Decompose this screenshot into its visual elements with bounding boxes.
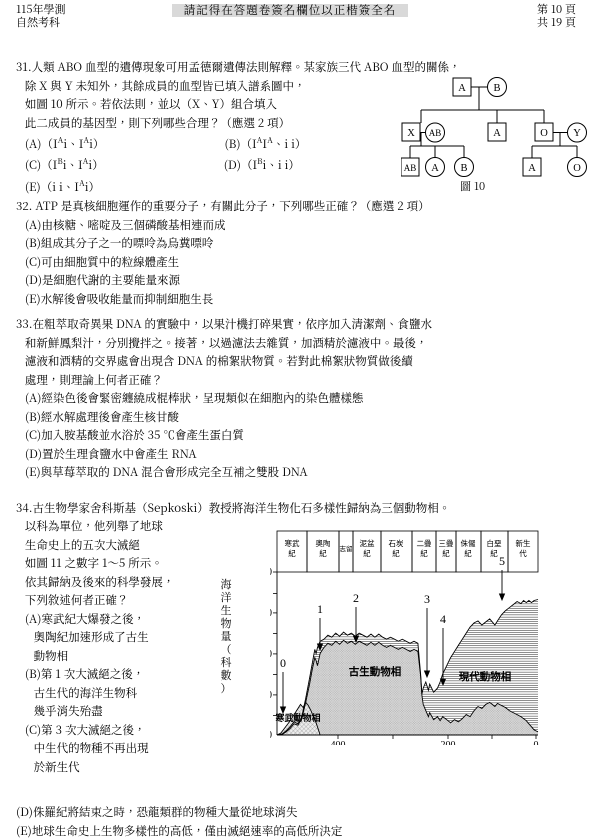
svg-text:B: B <box>493 83 500 94</box>
svg-text:古生動物相: 古生動物相 <box>349 665 402 678</box>
svg-text:200: 200 <box>441 740 456 745</box>
svg-text:紀: 紀 <box>288 548 296 558</box>
svg-text:A: A <box>431 163 439 174</box>
svg-text:0: 0 <box>280 656 286 670</box>
svg-text:三疊: 三疊 <box>439 539 454 548</box>
svg-text:0: 0 <box>534 740 539 745</box>
svg-text:代: 代 <box>519 548 527 558</box>
svg-text:400: 400 <box>331 740 346 745</box>
svg-text:石炭: 石炭 <box>389 539 404 548</box>
svg-text:新生: 新生 <box>516 538 531 548</box>
svg-text:A: A <box>528 163 536 174</box>
svg-text:AB: AB <box>429 128 442 138</box>
svg-text:二疊: 二疊 <box>417 539 432 548</box>
svg-text:2: 2 <box>353 591 359 605</box>
svg-text:B: B <box>460 163 467 174</box>
svg-text:侏儸: 侏儸 <box>461 538 476 548</box>
svg-text:紀: 紀 <box>490 548 498 558</box>
svg-text:紀: 紀 <box>442 548 450 558</box>
svg-text:泥盆: 泥盆 <box>360 538 375 548</box>
svg-text:400: 400 <box>270 649 272 660</box>
svg-text:紀: 紀 <box>319 548 327 558</box>
svg-text:A: A <box>458 83 466 94</box>
svg-text:4: 4 <box>440 612 446 626</box>
svg-text:紀: 紀 <box>420 548 428 558</box>
svg-text:現代動物相: 現代動物相 <box>459 670 512 683</box>
svg-text:3: 3 <box>424 592 430 606</box>
svg-text:800: 800 <box>270 567 272 578</box>
svg-text:1: 1 <box>317 602 323 616</box>
svg-text:A: A <box>493 128 501 139</box>
svg-text:白堊: 白堊 <box>487 538 502 548</box>
svg-text:X: X <box>407 128 415 139</box>
svg-text:5: 5 <box>499 554 505 568</box>
svg-text:寒武: 寒武 <box>285 538 300 548</box>
svg-text:志留: 志留 <box>340 544 353 553</box>
svg-text:O: O <box>573 163 581 174</box>
svg-text:奧陶: 奧陶 <box>316 538 331 548</box>
svg-text:600: 600 <box>270 608 272 619</box>
svg-text:紀: 紀 <box>464 548 472 558</box>
svg-text:O: O <box>540 128 548 139</box>
svg-text:紀: 紀 <box>363 548 371 558</box>
svg-text:紀: 紀 <box>392 548 400 558</box>
svg-text:AB: AB <box>404 163 417 173</box>
svg-text:0: 0 <box>270 730 272 741</box>
svg-text:Y: Y <box>573 128 581 139</box>
svg-text:200: 200 <box>270 690 272 701</box>
svg-text:寒武動物相: 寒武動物相 <box>274 712 320 723</box>
